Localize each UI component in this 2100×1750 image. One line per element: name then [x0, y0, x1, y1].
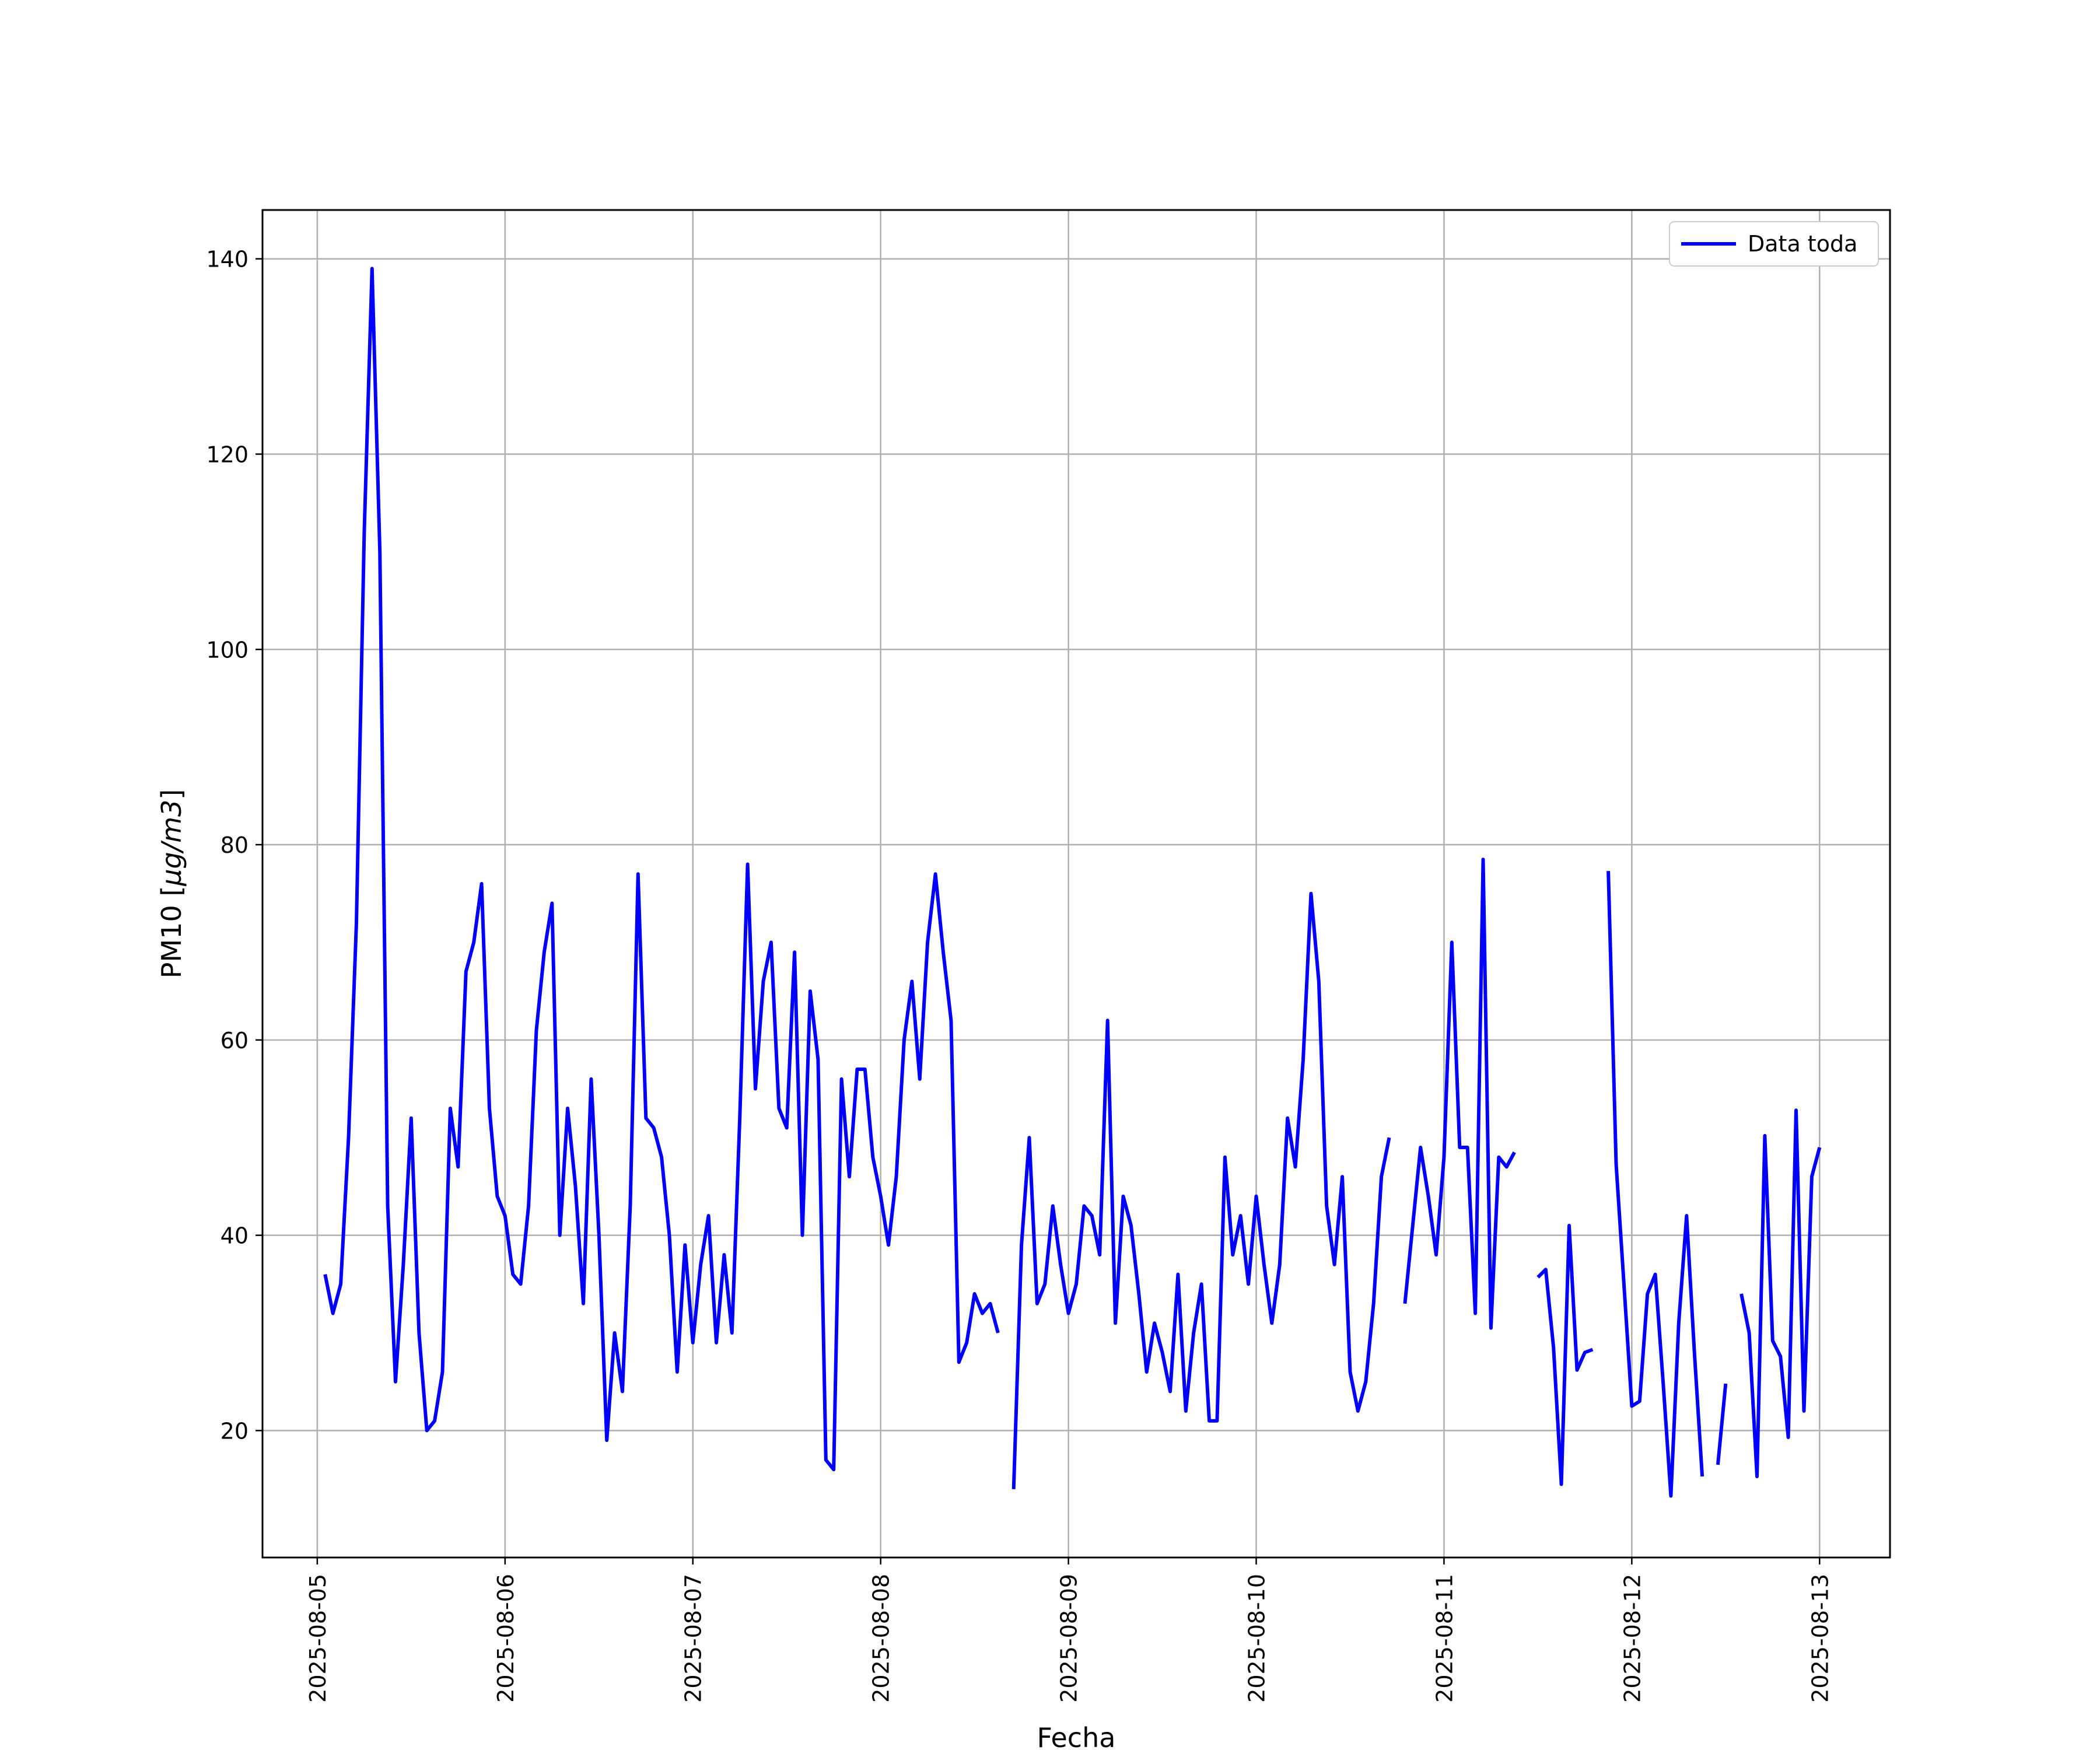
- y-tick-label-140: 140: [206, 247, 249, 272]
- y-tick-label-80: 80: [220, 832, 249, 858]
- legend: Data toda: [1669, 221, 1879, 267]
- y-axis-title-unit: µg/m3: [156, 800, 187, 887]
- y-tick-label-60: 60: [220, 1028, 249, 1054]
- y-axis-title-suffix: ]: [156, 789, 187, 800]
- ticks-layer: 20 40 60 80 100 120 140 2025-08-05 2025-08-06 202…: [206, 247, 1833, 1703]
- series-layer: [323, 267, 1822, 1498]
- series-line-segment-0-1: [1012, 891, 1391, 1489]
- x-tick-label-2025-08-06: 2025-08-06: [493, 1574, 519, 1703]
- series-line-segment-0-6: [1740, 1108, 1822, 1479]
- series-line-segment-0-3: [1536, 1223, 1594, 1486]
- x-tick-label-2025-08-13: 2025-08-13: [1807, 1574, 1833, 1703]
- series-line-segment-0-5: [1716, 1383, 1728, 1465]
- x-tick-label-2025-08-10: 2025-08-10: [1244, 1574, 1270, 1703]
- y-tick-label-100: 100: [206, 637, 249, 663]
- x-tick-label-2025-08-12: 2025-08-12: [1619, 1574, 1645, 1703]
- x-tick-label-2025-08-09: 2025-08-09: [1056, 1574, 1082, 1703]
- legend-box: [1669, 221, 1879, 267]
- y-tick-label-120: 120: [206, 442, 249, 467]
- x-tick-label-2025-08-08: 2025-08-08: [869, 1574, 894, 1703]
- y-axis-title-prefix: PM10 [: [156, 886, 187, 979]
- y-tick-label-20: 20: [220, 1418, 249, 1444]
- series-line-segment-0-0: [323, 267, 1000, 1472]
- x-axis-title: Fecha: [1037, 1722, 1116, 1750]
- legend-label-data-toda: Data toda: [1748, 231, 1857, 257]
- x-tick-label-2025-08-11: 2025-08-11: [1432, 1574, 1457, 1703]
- y-tick-label-40: 40: [220, 1223, 249, 1249]
- x-tick-label-2025-08-05: 2025-08-05: [305, 1574, 331, 1703]
- y-axis-title: PM10 [µg/m3]: [156, 789, 187, 979]
- x-tick-label-2025-08-07: 2025-08-07: [681, 1574, 706, 1703]
- plot-frame: [261, 209, 1891, 1559]
- series-line-segment-0-2: [1403, 858, 1516, 1330]
- series-line-segment-0-4: [1606, 871, 1704, 1498]
